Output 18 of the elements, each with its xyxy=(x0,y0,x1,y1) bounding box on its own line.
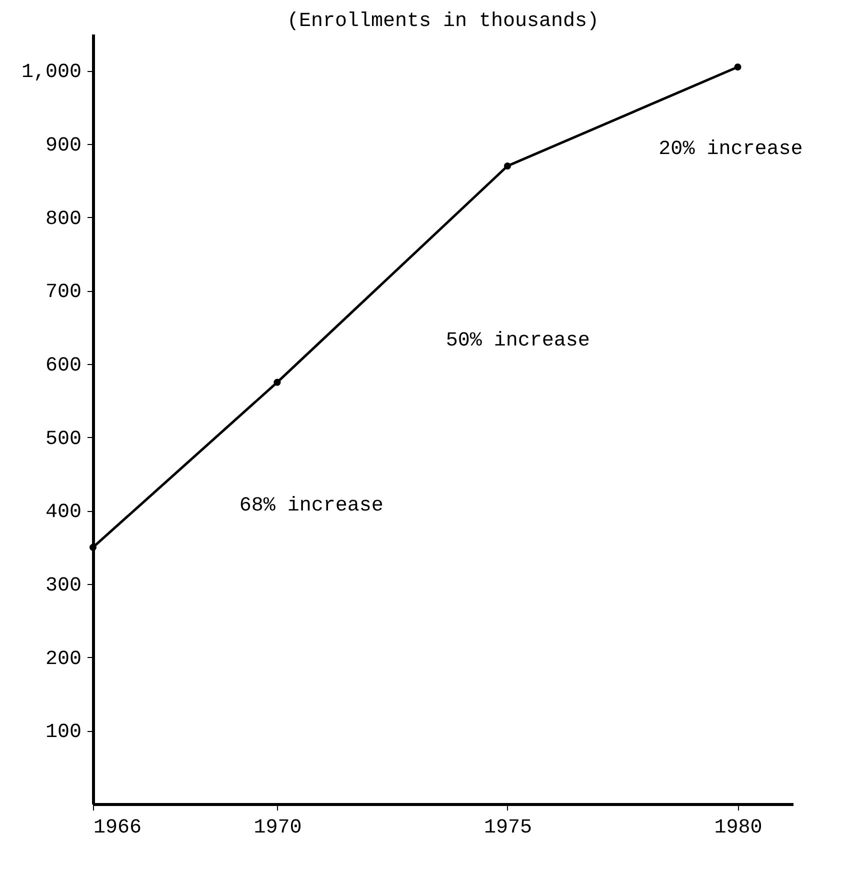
y-tick-label: 900 xyxy=(45,134,82,158)
y-tick-label: 300 xyxy=(45,574,82,598)
y-tick-label: 600 xyxy=(45,354,82,378)
y-tick-label: 800 xyxy=(45,208,82,231)
y-tick-label: 400 xyxy=(45,501,82,524)
annotation: 68% increase xyxy=(239,494,384,518)
y-tick-label: 700 xyxy=(45,281,82,304)
y-tick-label: 1,000 xyxy=(21,61,82,84)
x-tick-label: 1966 xyxy=(94,816,142,840)
annotation: 20% increase xyxy=(658,138,803,161)
x-tick-label: 1980 xyxy=(714,816,762,840)
annotation: 50% increase xyxy=(446,330,590,353)
chart-title: (Enrollments in thousands) xyxy=(286,10,600,33)
y-tick-label: 200 xyxy=(45,648,82,671)
x-tick-label: 1975 xyxy=(484,816,532,840)
y-tick-label: 500 xyxy=(45,428,82,451)
y-tick-label: 100 xyxy=(45,721,82,744)
x-tick-label: 1970 xyxy=(254,816,302,840)
